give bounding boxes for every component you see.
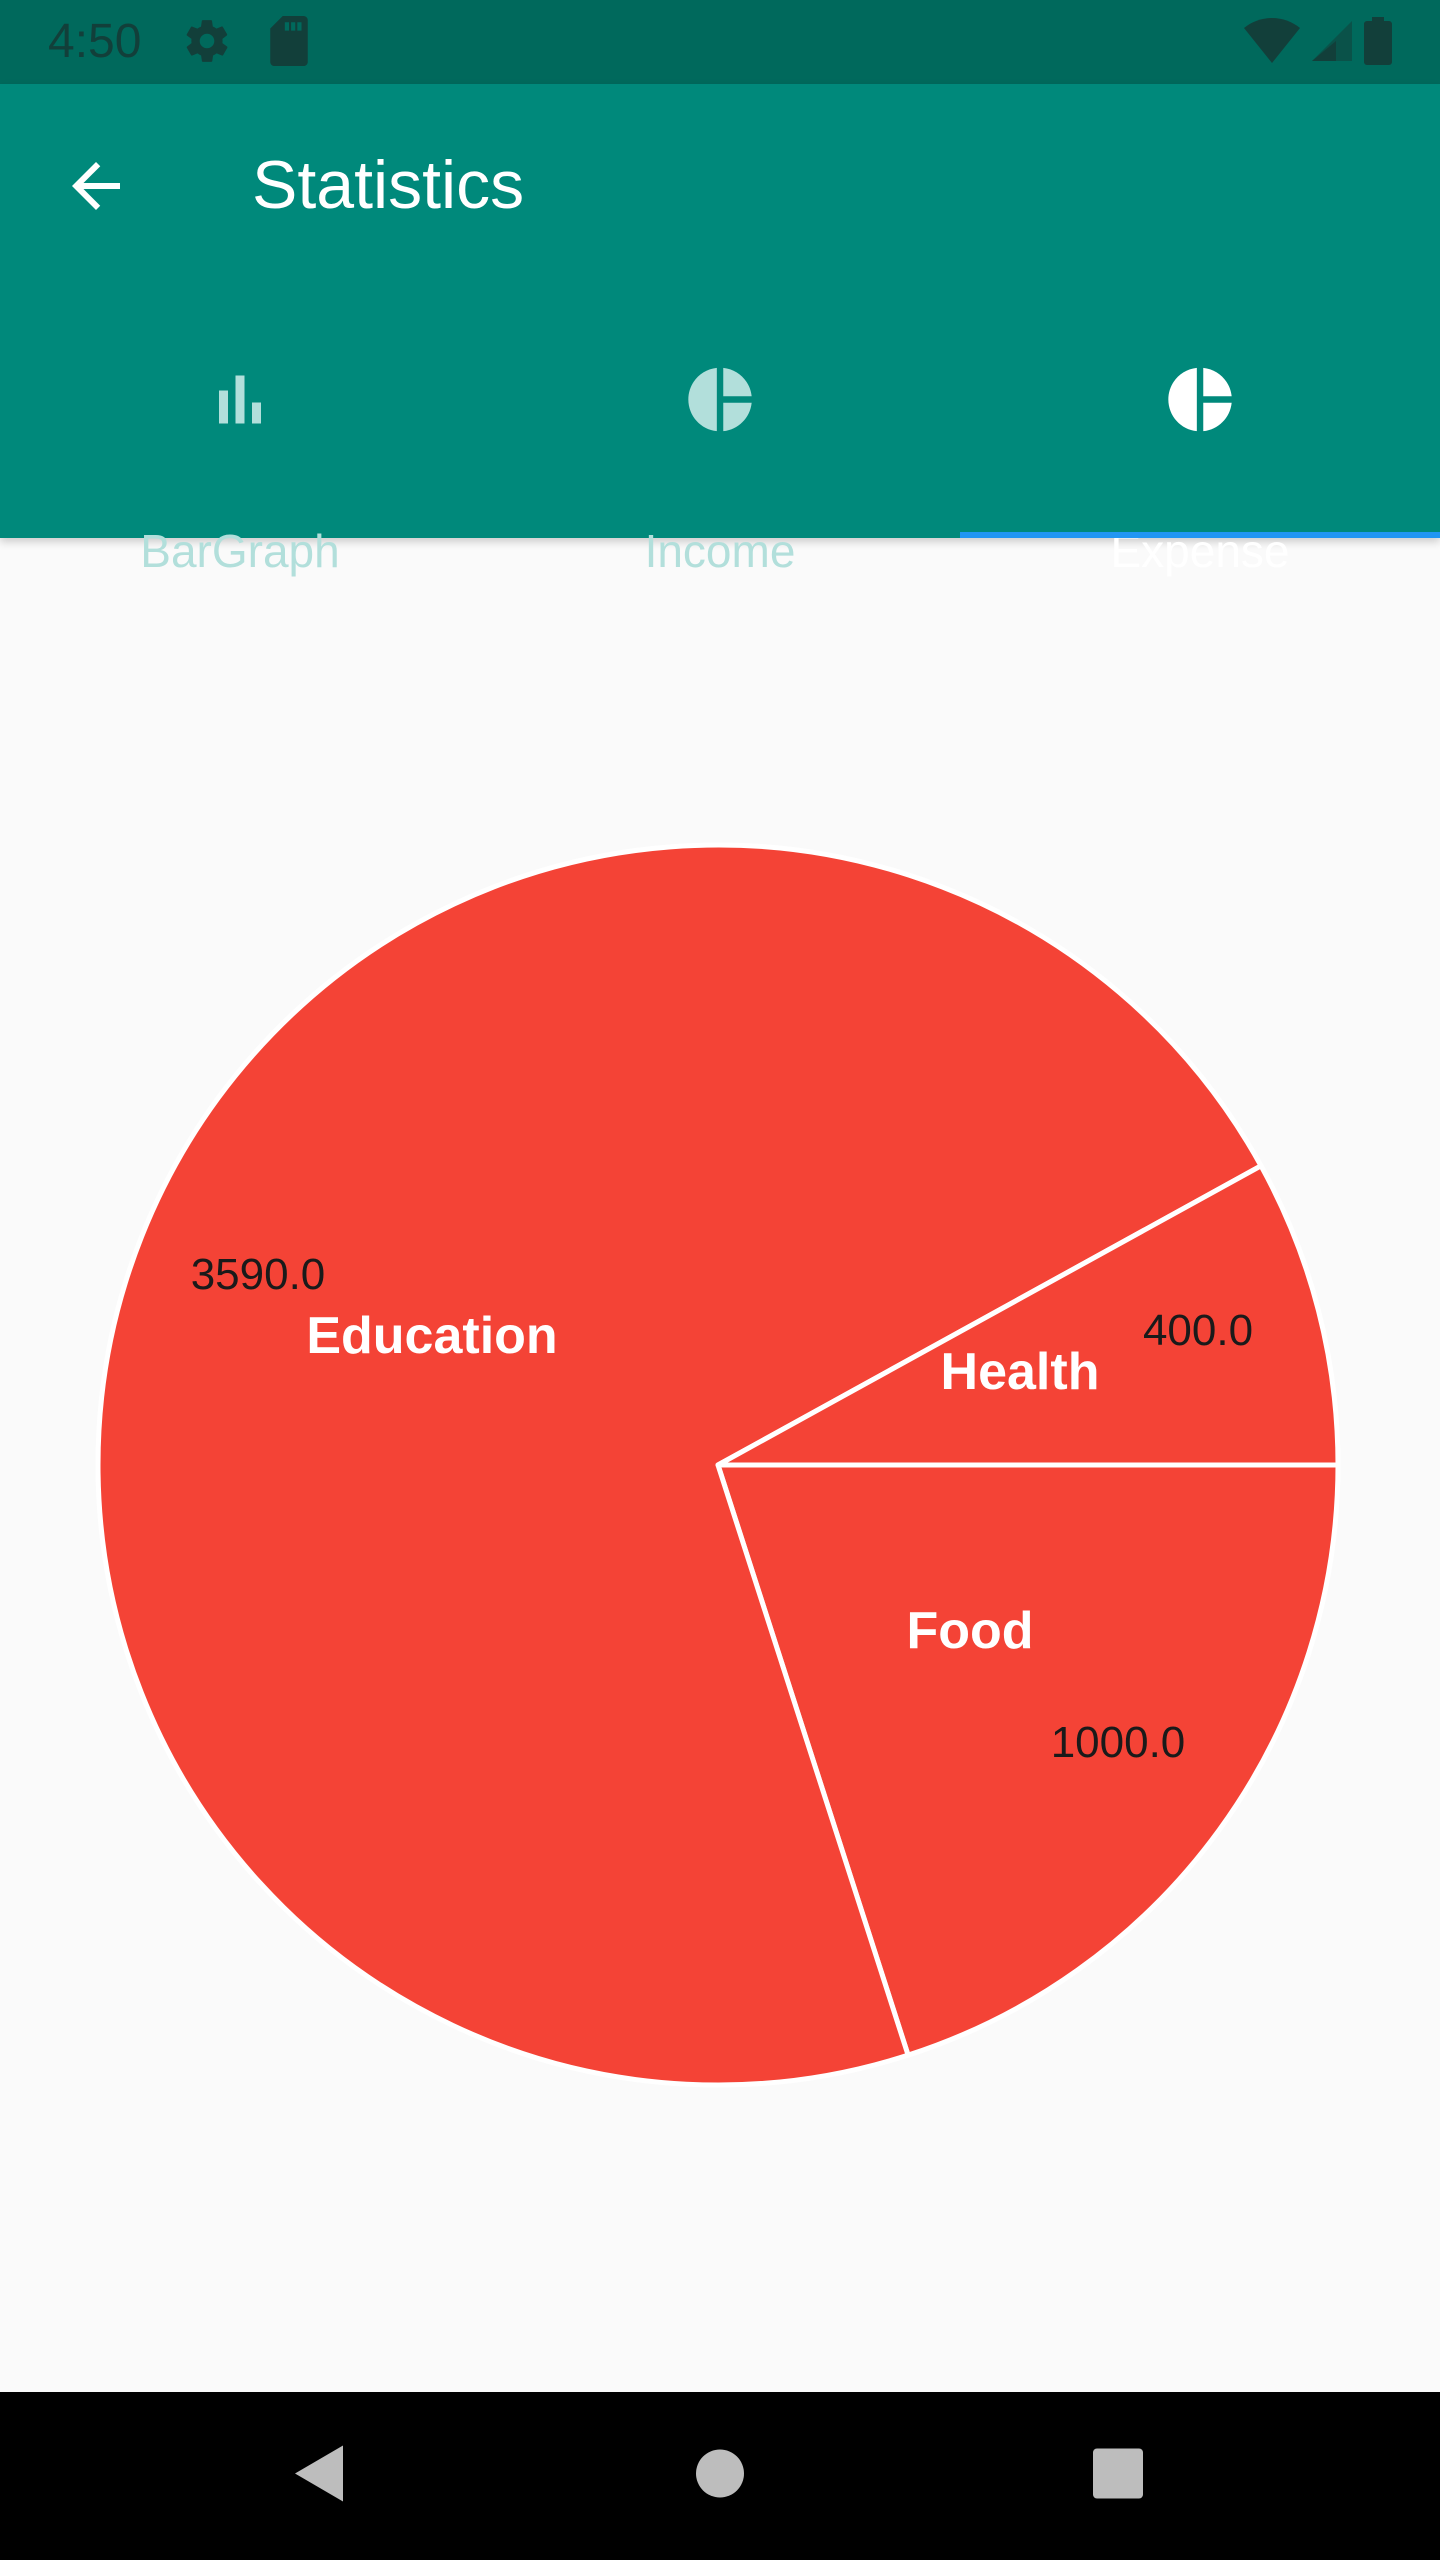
- app-bar: Statistics BarGraph Income Expense: [0, 84, 1440, 577]
- status-bar: 4:50: [0, 0, 1440, 84]
- home-circle-icon: [696, 2449, 744, 2498]
- status-time: 4:50: [48, 15, 142, 68]
- battery-icon: [1364, 17, 1392, 65]
- wifi-icon: [1244, 18, 1300, 63]
- slice-label-education: Education: [306, 1307, 557, 1365]
- tab-bar: BarGraph Income Expense: [0, 314, 1440, 577]
- expense-pie-chart: Education 3590.0 Health 400.0 Food 1000.0: [0, 538, 1440, 2392]
- tab-expense[interactable]: Expense: [960, 314, 1440, 577]
- back-triangle-icon: [295, 2445, 343, 2502]
- status-icons: [1244, 16, 1392, 66]
- nav-home-button[interactable]: [694, 2448, 746, 2505]
- pie-chart-svg: Education 3590.0 Health 400.0 Food 1000.0: [95, 842, 1341, 2088]
- page-title: Statistics: [252, 147, 525, 223]
- nav-recents-button[interactable]: [1091, 2447, 1145, 2506]
- back-button[interactable]: [60, 150, 132, 222]
- navigation-bar: [0, 2392, 1440, 2560]
- slice-value-health: 400.0: [1143, 1306, 1253, 1355]
- tab-label: Income: [644, 525, 796, 577]
- sd-card-icon: [266, 16, 312, 71]
- pie-chart-icon: [1162, 362, 1238, 443]
- cell-signal-icon: [1312, 21, 1352, 61]
- tab-label: BarGraph: [140, 525, 340, 577]
- slice-value-food: 1000.0: [1051, 1718, 1186, 1767]
- pie-slice-health[interactable]: [715, 1163, 1341, 1468]
- slice-label-food: Food: [906, 1602, 1033, 1660]
- pie-slice-education[interactable]: [95, 842, 1264, 2088]
- pie-chart-icon: [682, 362, 758, 443]
- arrow-back-icon: [72, 162, 120, 210]
- tab-indicator: [960, 532, 1440, 538]
- nav-back-button[interactable]: [289, 2442, 347, 2511]
- slice-value-education: 3590.0: [191, 1250, 326, 1299]
- tab-income[interactable]: Income: [480, 314, 960, 577]
- slice-label-health: Health: [941, 1343, 1100, 1401]
- recents-square-icon: [1093, 2448, 1143, 2499]
- bar-chart-icon: [204, 364, 276, 441]
- pie-slice-food[interactable]: [715, 1462, 1341, 2058]
- settings-gear-icon: [182, 16, 232, 71]
- tab-bargraph[interactable]: BarGraph: [0, 314, 480, 577]
